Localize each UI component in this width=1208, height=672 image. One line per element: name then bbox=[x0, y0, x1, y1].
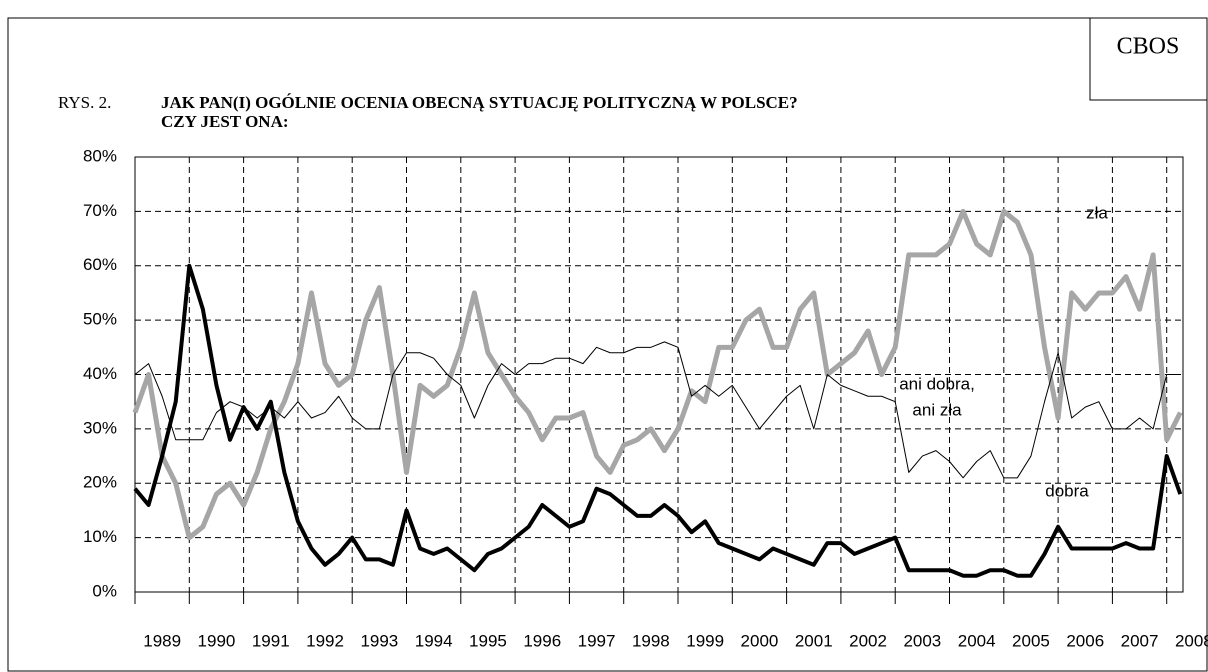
x-tick-label: 1991 bbox=[252, 631, 290, 650]
y-tick-label: 30% bbox=[83, 418, 117, 437]
x-tick-label: 1990 bbox=[198, 631, 236, 650]
y-tick-label: 40% bbox=[83, 364, 117, 383]
badge: CBOS bbox=[1117, 34, 1180, 60]
y-tick-label: 10% bbox=[83, 527, 117, 546]
y-tick-label: 70% bbox=[83, 201, 117, 220]
series-line bbox=[134, 341, 1181, 479]
x-tick-label: 2005 bbox=[1012, 631, 1050, 650]
x-tick-label: 1992 bbox=[306, 631, 344, 650]
series-label: dobra bbox=[1045, 481, 1089, 500]
y-tick-label: 0% bbox=[92, 581, 117, 600]
x-tick-label: 2002 bbox=[849, 631, 887, 650]
y-tick-label: 20% bbox=[83, 473, 117, 492]
x-tick-label: 2008 bbox=[1175, 631, 1208, 650]
series-label: zła bbox=[1086, 203, 1108, 222]
x-tick-label: 2003 bbox=[903, 631, 941, 650]
x-tick-label: 2001 bbox=[795, 631, 833, 650]
x-tick-label: 2007 bbox=[1121, 631, 1159, 650]
x-tick-label: 1997 bbox=[578, 631, 616, 650]
badge-box bbox=[1089, 17, 1208, 101]
x-tick-label: 1999 bbox=[686, 631, 724, 650]
series-label: ani dobra, bbox=[899, 374, 975, 393]
y-tick-label: 50% bbox=[83, 310, 117, 329]
x-tick-label: 2000 bbox=[741, 631, 779, 650]
title-line: CZY JEST ONA: bbox=[161, 112, 289, 131]
series-line bbox=[133, 263, 1183, 578]
x-tick-label: 2004 bbox=[958, 631, 996, 650]
title-line: JAK PAN(I) OGÓLNIE OCENIA OBECNĄ SYTUACJ… bbox=[161, 93, 798, 112]
x-tick-label: 1995 bbox=[469, 631, 507, 650]
x-tick-label: 2006 bbox=[1066, 631, 1104, 650]
y-tick-label: 60% bbox=[83, 255, 117, 274]
x-tick-label: 1994 bbox=[415, 631, 453, 650]
series-label: ani zła bbox=[912, 400, 962, 419]
page-frame bbox=[7, 17, 1208, 672]
x-tick-label: 1998 bbox=[632, 631, 670, 650]
series-line bbox=[132, 208, 1183, 541]
x-tick-label: 1989 bbox=[143, 631, 181, 650]
figure-label: RYS. 2. bbox=[58, 93, 111, 112]
x-tick-label: 1996 bbox=[523, 631, 561, 650]
x-tick-label: 1993 bbox=[360, 631, 398, 650]
y-tick-label: 80% bbox=[83, 146, 117, 165]
